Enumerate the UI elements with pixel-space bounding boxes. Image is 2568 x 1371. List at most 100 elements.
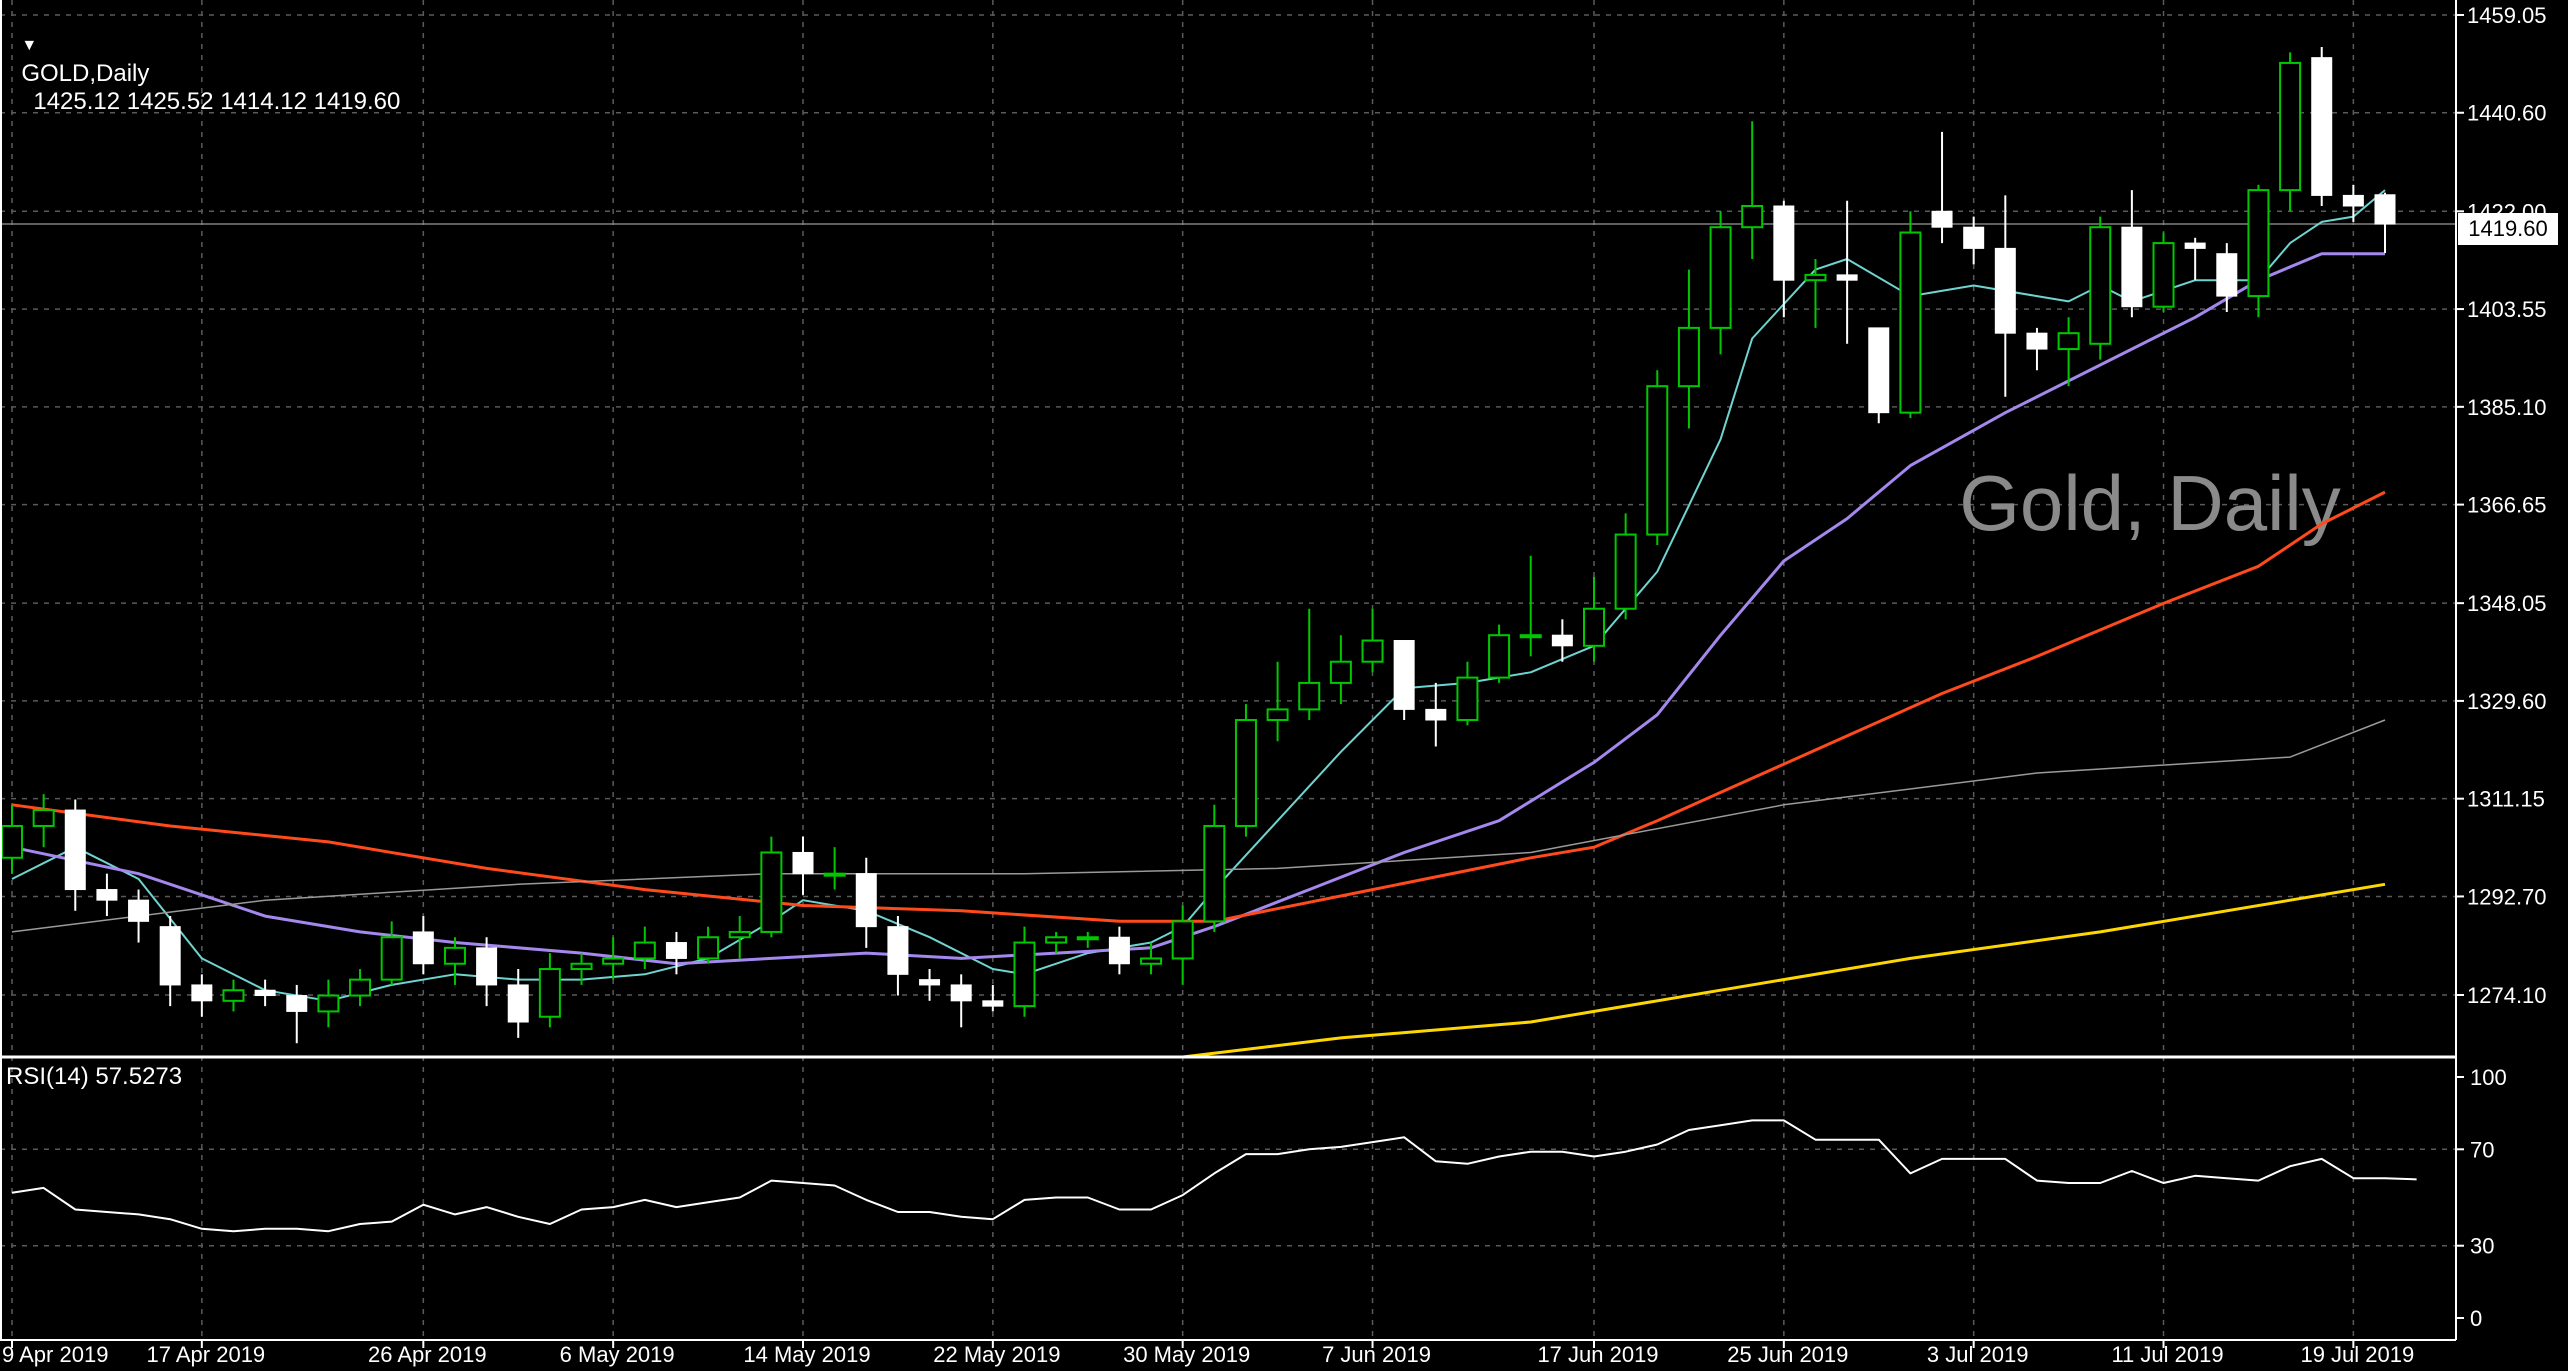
candle — [602, 937, 625, 980]
candle-body-bull — [317, 994, 340, 1013]
candle-body-bear — [2184, 242, 2206, 249]
candle-body-bull — [1488, 634, 1511, 679]
candle — [728, 916, 751, 959]
price-tick-label: 1459.05 — [2467, 3, 2547, 28]
candle-body-bull — [1614, 533, 1637, 610]
candle-body-bear — [507, 984, 529, 1023]
candle — [1868, 327, 1890, 424]
date-tick-label: 19 Jul 2019 — [2300, 1342, 2414, 1367]
candle-body-bull — [1583, 607, 1605, 647]
candle-body-bear — [1994, 247, 2016, 334]
rsi-tick-label: 30 — [2470, 1234, 2494, 1259]
candle-body-bear — [412, 931, 434, 965]
candle — [1108, 926, 1130, 975]
candle — [1804, 258, 1827, 328]
candle-body-bull — [349, 978, 372, 997]
date-tick-label: 30 May 2019 — [1123, 1342, 1250, 1367]
date-tick-label: 17 Apr 2019 — [147, 1342, 266, 1367]
candle-body-bull — [1298, 681, 1321, 711]
candle — [1456, 661, 1479, 726]
candle-body-bear — [1773, 205, 1795, 281]
collapse-triangle-icon[interactable]: ▼ — [21, 37, 38, 54]
candle-body-bull — [1804, 273, 1827, 282]
candle — [380, 921, 403, 985]
rsi-line — [11, 1119, 2417, 1233]
candle-body-bear — [1551, 634, 1573, 647]
moving-average-ma-200 — [1182, 882, 2386, 1059]
candle-body-bear — [476, 947, 498, 986]
candle-body-bear — [128, 899, 150, 922]
candle-body-bull — [2279, 61, 2302, 192]
candle-body-bear — [950, 984, 972, 1002]
candle — [443, 937, 466, 985]
candle — [1836, 200, 1858, 344]
candle-body-bear — [2342, 194, 2364, 207]
candle — [159, 916, 181, 1007]
candle-body-bull — [2152, 242, 2175, 308]
candle-body-bull — [1171, 920, 1194, 960]
candle — [633, 926, 656, 970]
candle-body-bear — [855, 873, 877, 928]
candle-body-bear — [919, 979, 941, 986]
candle-body-bear — [1868, 327, 1890, 414]
candle-body-bull — [1361, 639, 1384, 663]
candle — [1329, 635, 1352, 705]
candle — [1013, 926, 1036, 1017]
candle-body-bull — [1, 824, 23, 859]
candle-body-bull — [823, 872, 846, 877]
candle-body-bull — [760, 851, 783, 933]
candle-body-bear — [2216, 253, 2238, 297]
candle-body-bull — [222, 989, 245, 1002]
candle — [1899, 211, 1922, 418]
candle-body-bull — [1203, 824, 1226, 923]
rsi-tick-label: 0 — [2470, 1306, 2482, 1331]
candle — [254, 979, 276, 1007]
candle — [1361, 608, 1384, 673]
price-tick-label: 1274.10 — [2467, 983, 2547, 1008]
candle-body-bear — [792, 851, 814, 875]
candle — [1931, 131, 1953, 244]
candle-body-bear — [254, 989, 276, 997]
candle-body-bear — [887, 926, 909, 975]
candle — [1646, 370, 1669, 546]
candle — [2247, 184, 2270, 318]
candle — [950, 974, 972, 1028]
candle-body-bear — [1425, 708, 1447, 721]
candle — [823, 847, 846, 890]
chart-header: ▼ GOLD,Daily 1425.12 1425.52 1414.12 141… — [8, 4, 400, 116]
candle-body-bear — [2026, 332, 2048, 350]
candle-body-bull — [1456, 676, 1479, 721]
candles — [1, 47, 2396, 1044]
candle — [317, 979, 340, 1028]
candle — [1076, 931, 1099, 948]
date-tick-label: 7 Jun 2019 — [1322, 1342, 1431, 1367]
candle-body-bull — [1519, 634, 1542, 639]
candle-body-bear — [982, 1000, 1004, 1007]
candle-body-bear — [1931, 210, 1953, 228]
candle — [2216, 243, 2238, 312]
moving-average-ma-100 — [11, 719, 2386, 933]
date-tick-label: 6 May 2019 — [560, 1342, 675, 1367]
candle — [1583, 576, 1605, 662]
candle — [2374, 192, 2396, 254]
candle-body-bull — [1899, 231, 1922, 414]
date-tick-label: 14 May 2019 — [743, 1342, 870, 1367]
candle-body-bull — [1140, 957, 1163, 965]
candle — [1488, 624, 1511, 683]
candle-body-bull — [1234, 718, 1257, 827]
date-tick-label: 17 Jun 2019 — [1537, 1342, 1658, 1367]
candle-body-bear — [64, 809, 86, 891]
candle-body-bull — [380, 936, 403, 981]
candle — [1519, 555, 1542, 657]
candle — [1203, 804, 1226, 932]
moving-average-ma-50 — [11, 490, 2386, 923]
candle — [570, 953, 593, 985]
candle — [1614, 513, 1637, 620]
rsi-panel — [11, 1119, 2417, 1233]
candle-body-bull — [1329, 660, 1352, 684]
date-tick-label: 3 Jul 2019 — [1927, 1342, 2029, 1367]
candle — [128, 889, 150, 943]
candle — [64, 799, 86, 911]
candle-body-bull — [1741, 205, 1764, 229]
